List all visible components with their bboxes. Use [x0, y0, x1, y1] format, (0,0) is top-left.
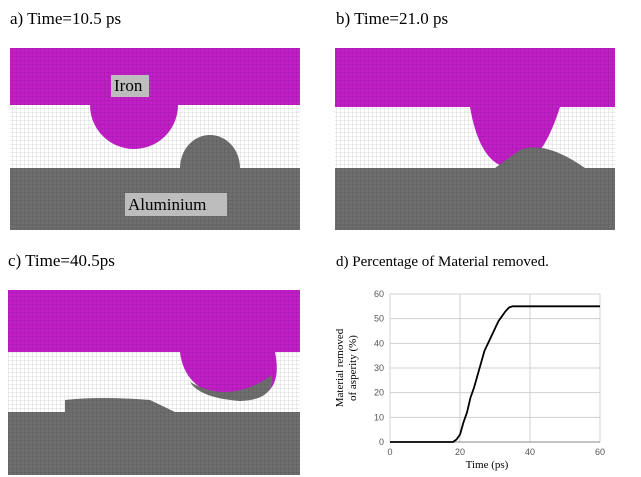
y-tick-label: 0 [379, 437, 384, 447]
line [390, 305, 600, 443]
mesh [335, 48, 615, 230]
x-tick-label: 40 [525, 447, 535, 457]
y-tick-label: 20 [374, 388, 384, 398]
mesh [8, 290, 300, 475]
caption: a) Time=10.5 ps [10, 9, 121, 28]
y-axis-label: of asperity (%) [347, 335, 359, 401]
caption: c) Time=40.5ps [8, 251, 115, 270]
y-tick-label: 50 [374, 314, 384, 324]
y-tick-label: 60 [374, 289, 384, 299]
line-chart: 0 10 20 30 40 50 60 0 20 40 60 Time (ps) Material re… [334, 289, 605, 471]
y-tick-label: 30 [374, 363, 384, 373]
panel-c: c) Time=40.5ps [8, 251, 300, 475]
x-axis-label: Time (ps) [466, 459, 509, 471]
caption: d) Percentage of Material removed. [336, 254, 549, 270]
panel-a: Iron Aluminium a) Time=10.5 ps [10, 9, 300, 230]
x-tick-label: 0 [387, 447, 392, 457]
x-tick-label: 60 [595, 447, 605, 457]
y-tick-label: 40 [374, 338, 384, 348]
label: Iron [114, 76, 143, 95]
panel-b: b) Time=21.0 ps [335, 9, 615, 230]
caption: b) Time=21.0 ps [336, 9, 448, 28]
x-tick-label: 20 [455, 447, 465, 457]
label-box [111, 75, 149, 97]
y-tick-label: 10 [374, 412, 384, 422]
label-box [125, 193, 227, 216]
label: Aluminium [128, 195, 206, 214]
y-axis-label: Material removed [334, 328, 346, 407]
